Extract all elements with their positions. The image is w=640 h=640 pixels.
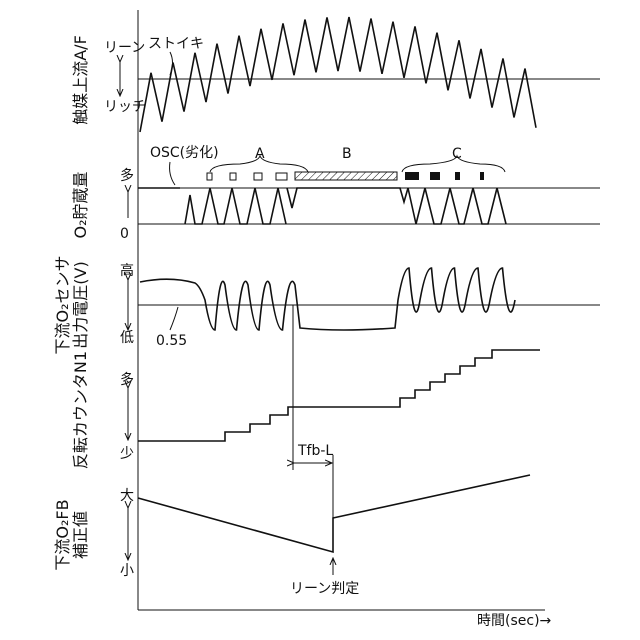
- timing-chart: 時間(sec)→ リーン リッチ ストイキ 多 0 OSC(劣化) A B C …: [0, 0, 640, 640]
- panel-label: 触媒上流A/F: [71, 35, 90, 125]
- region-label: B: [342, 146, 352, 162]
- level-label: リッチ: [104, 99, 146, 115]
- level-label: 大: [120, 488, 134, 504]
- interval-label: Tfb-L: [297, 443, 333, 459]
- osc-label: OSC(劣化): [150, 145, 219, 161]
- o2-storage-wave: [138, 188, 506, 224]
- level-label: 低: [120, 330, 134, 346]
- level-label: ストイキ: [148, 36, 204, 52]
- osc-blocks-c: [405, 172, 484, 180]
- osc-blocks: [207, 173, 287, 180]
- panel-label: 下流O₂センサ: [53, 255, 72, 354]
- panel-label: 補正値: [71, 511, 90, 559]
- osc-block-b: [295, 172, 397, 180]
- fb-correction: [138, 475, 530, 552]
- level-label: 0: [120, 226, 129, 242]
- drawing: 時間(sec)→ リーン リッチ ストイキ 多 0 OSC(劣化) A B C …: [104, 10, 600, 629]
- panel-label: 反転カウンタN1: [71, 351, 90, 469]
- brace: [210, 156, 308, 172]
- level-label: 少: [120, 446, 134, 462]
- panel-label: O₂貯蔵量: [71, 171, 90, 238]
- y-labels: 触媒上流A/F O₂貯蔵量下流O₂センサ出力電圧(V) 反転カウンタN1 下流O₂FB…: [53, 35, 90, 570]
- level-label: 高: [120, 262, 134, 279]
- panel-label: 下流O₂FB: [53, 499, 72, 570]
- af-wave: [140, 17, 536, 132]
- event-label: リーン判定: [290, 581, 359, 597]
- counter-steps: [138, 350, 540, 441]
- leader: [170, 162, 175, 185]
- panel-label: 出力電圧(V): [71, 261, 90, 348]
- level-label: 小: [120, 563, 134, 579]
- x-axis-label: 時間(sec)→: [477, 613, 552, 629]
- sensor-wave: [140, 268, 515, 330]
- level-label: リーン: [104, 40, 145, 56]
- threshold-label: 0.55: [156, 333, 187, 349]
- leader: [170, 307, 178, 330]
- level-label: 多: [120, 167, 134, 184]
- level-label: 多: [120, 371, 134, 388]
